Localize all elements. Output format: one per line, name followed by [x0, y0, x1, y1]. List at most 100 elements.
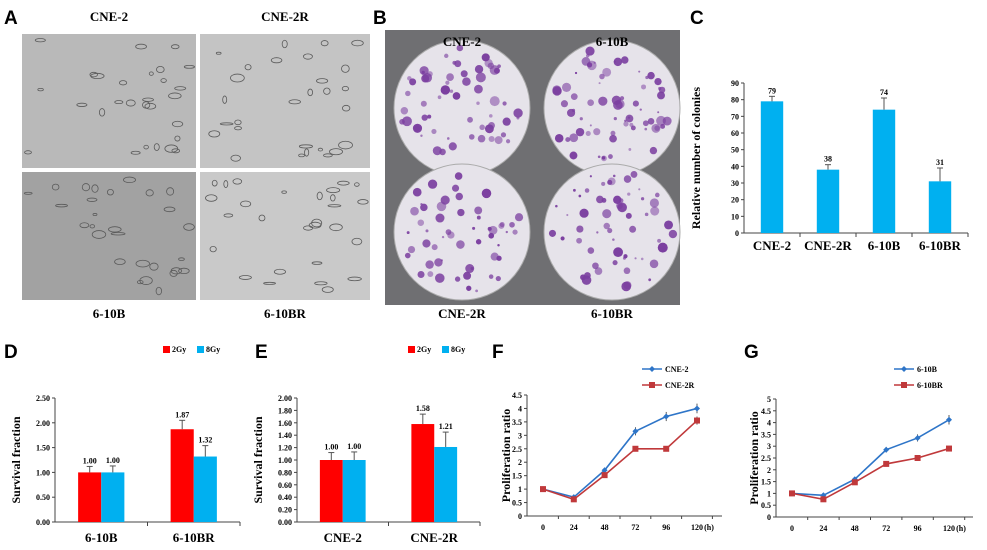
- colony-dot: [407, 245, 416, 254]
- colony-dot: [420, 134, 423, 137]
- colony-dot: [455, 192, 463, 201]
- colony-dot: [647, 71, 655, 80]
- y-tick-label: 0.5: [761, 501, 771, 510]
- cell-shape: [223, 213, 234, 218]
- colony-dot: [427, 179, 438, 189]
- culture-dish: [393, 163, 531, 301]
- cell-shape: [258, 214, 266, 222]
- cell-shape: [178, 267, 190, 275]
- y-tick-label: 0.80: [278, 468, 292, 477]
- legend-label: 2Gy: [417, 345, 431, 354]
- data-point: [883, 446, 890, 453]
- series-line-cne-2: [542, 407, 698, 499]
- y-tick-label: 1.5: [761, 478, 771, 487]
- colony-dot: [598, 96, 608, 106]
- cell-shape: [123, 176, 136, 184]
- colony-dot: [608, 154, 613, 159]
- colony-dot: [410, 206, 419, 216]
- colony-dot: [548, 229, 557, 237]
- data-label: 1.00: [106, 456, 120, 465]
- colony-dot: [407, 76, 412, 81]
- chart-panel-d: 0.00 0.50 1.00 1.50 2.00 2.50 Survival fractio…: [9, 345, 241, 545]
- colony-dot: [489, 96, 500, 107]
- label-a-cne2r: CNE-2R: [261, 9, 309, 24]
- category-label: 6-10B: [85, 530, 118, 545]
- cell-shape: [273, 268, 286, 275]
- panel-letter-g: G: [744, 342, 759, 363]
- cell-shape: [240, 200, 252, 208]
- colony-dot: [615, 99, 625, 109]
- colony-dot: [427, 271, 434, 277]
- colony-dot: [651, 123, 661, 133]
- cell-shape: [160, 78, 167, 83]
- cell-shape: [351, 39, 364, 47]
- colony-dot: [402, 116, 412, 127]
- legend-label: 8Gy: [206, 345, 220, 354]
- colony-dot: [420, 203, 428, 212]
- colony-dot: [592, 262, 599, 270]
- data-point: [946, 445, 952, 452]
- colony-dot: [454, 276, 461, 282]
- colony-dot: [434, 258, 443, 267]
- data-point: [632, 428, 639, 435]
- cell-shape: [223, 180, 229, 188]
- colony-dot: [435, 273, 445, 283]
- legend-label: 2Gy: [172, 345, 186, 354]
- y-tick-label: 2.00: [278, 394, 292, 403]
- cell-shape: [323, 87, 331, 95]
- colony-dot: [601, 181, 606, 186]
- colony-dot: [594, 267, 603, 275]
- label-a-6-10br: 6-10BR: [264, 306, 307, 321]
- cell-shape: [321, 286, 334, 293]
- x-tick-label: 24: [819, 524, 827, 533]
- cell-shape: [281, 39, 288, 49]
- data-point: [851, 479, 858, 486]
- cell-shape: [208, 130, 221, 138]
- cell-shape: [135, 259, 150, 268]
- cell-shape: [108, 226, 122, 233]
- colony-dot: [435, 213, 445, 223]
- colony-dot: [596, 231, 599, 234]
- cell-shape: [323, 153, 333, 158]
- colony-dot: [448, 142, 457, 151]
- cell-shape: [148, 71, 154, 76]
- colony-dot: [569, 151, 578, 160]
- bar-2gy: [319, 460, 343, 522]
- y-tick-label: 80: [731, 96, 739, 105]
- cell-shape: [337, 180, 350, 186]
- cell-shape: [91, 184, 99, 193]
- y-tick-label: 2.50: [36, 394, 50, 403]
- colony-dot: [462, 77, 471, 86]
- category-label: CNE-2R: [410, 530, 458, 545]
- cell-shape: [89, 224, 96, 229]
- cell-shape: [114, 100, 124, 105]
- cell-shape: [238, 275, 252, 280]
- cell-shape: [91, 230, 107, 239]
- data-point: [820, 496, 827, 503]
- cell-shape: [79, 222, 90, 229]
- data-label: 74: [880, 88, 888, 97]
- colony-dot: [444, 53, 449, 59]
- colony-dot: [607, 177, 616, 186]
- data-point: [694, 405, 700, 412]
- colony-dot: [420, 100, 427, 107]
- colony-dot: [627, 116, 631, 119]
- bar-2gy: [78, 472, 102, 522]
- bar-8gy: [193, 456, 217, 522]
- colony-dot: [578, 194, 582, 198]
- cell-shape: [183, 65, 195, 69]
- colony-dot: [454, 60, 462, 68]
- colony-dot: [639, 108, 642, 111]
- y-tick-label: 4.5: [512, 391, 522, 400]
- micrograph-6-10b: [22, 172, 196, 300]
- colony-dot: [437, 95, 442, 100]
- colony-dot: [500, 132, 507, 138]
- label-b-6-10br: 6-10BR: [591, 306, 634, 321]
- micrograph-grid: [22, 34, 370, 300]
- colony-dot: [552, 86, 562, 96]
- colony-dot: [409, 78, 417, 86]
- colony-dot: [584, 188, 590, 193]
- cell-shape: [164, 144, 179, 153]
- colony-dot: [573, 188, 576, 192]
- colony-dot: [468, 134, 475, 140]
